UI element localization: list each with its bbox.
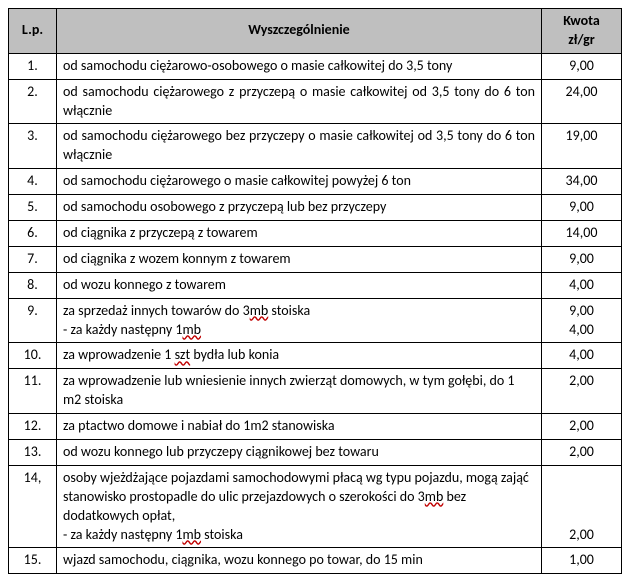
cell-lp: 7.	[9, 246, 57, 272]
cell-desc: od samochodu ciężarowego o masie całkowi…	[57, 169, 542, 195]
cell-amount: 2,00	[542, 440, 622, 466]
desc-text: bydła lub konia	[190, 346, 279, 363]
header-amount-l1: Kwota	[548, 12, 615, 31]
cell-lp: 1.	[9, 53, 57, 79]
desc-text: - za każdy następny 1	[63, 526, 182, 543]
table-row: 12. za ptactwo domowe i nabiał do 1m2 st…	[9, 414, 622, 440]
table-row: 14, osoby wjeżdżające pojazdami samochod…	[9, 465, 622, 548]
cell-amount: 4,00	[542, 272, 622, 298]
table-row: 8. od wozu konnego z towarem 4,00	[9, 272, 622, 298]
cell-amount: 14,00	[542, 221, 622, 247]
cell-desc: za sprzedaż innych towarów do 3mb stoisk…	[57, 298, 542, 343]
cell-amount: 2,00	[542, 465, 622, 548]
spellcheck-word: mb	[250, 302, 269, 319]
cell-amount: 2,00	[542, 414, 622, 440]
cell-lp: 14,	[9, 465, 57, 548]
cell-desc: za ptactwo domowe i nabiał do 1m2 stanow…	[57, 414, 542, 440]
cell-desc: od samochodu ciężarowego bez przyczepy o…	[57, 124, 542, 169]
cell-lp: 8.	[9, 272, 57, 298]
spellcheck-word: mb	[425, 488, 444, 505]
cell-lp: 3.	[9, 124, 57, 169]
cell-amount: 9,00	[542, 246, 622, 272]
cell-desc: od samochodu osobowego z przyczepą lub b…	[57, 195, 542, 221]
cell-amount: 4,00	[542, 343, 622, 369]
header-amount: Kwota zł/gr	[542, 9, 622, 54]
cell-lp: 6.	[9, 221, 57, 247]
table-row: 6. od ciągnika z przyczepą z towarem 14,…	[9, 221, 622, 247]
header-lp: L.p.	[9, 9, 57, 54]
cell-desc: od samochodu ciężarowo-osobowego o masie…	[57, 53, 542, 79]
header-row: L.p. Wyszczególnienie Kwota zł/gr	[9, 9, 622, 54]
desc-text: stoiska	[268, 302, 310, 319]
cell-desc: za wprowadzenie lub wniesienie innych zw…	[57, 369, 542, 414]
table-row: 10. za wprowadzenie 1 szt bydła lub koni…	[9, 343, 622, 369]
cell-desc: od ciągnika z wozem konnym z towarem	[57, 246, 542, 272]
cell-lp: 9.	[9, 298, 57, 343]
cell-amount: 2,00	[542, 369, 622, 414]
table-row: 9. za sprzedaż innych towarów do 3mb sto…	[9, 298, 622, 343]
table-row: 11. za wprowadzenie lub wniesienie innyc…	[9, 369, 622, 414]
cell-lp: 12.	[9, 414, 57, 440]
cell-lp: 10.	[9, 343, 57, 369]
table-row: 7. od ciągnika z wozem konnym z towarem …	[9, 246, 622, 272]
cell-amount: 9,00 4,00	[542, 298, 622, 343]
cell-desc: od wozu konnego lub przyczepy ciągnikowe…	[57, 440, 542, 466]
cell-desc: od wozu konnego z towarem	[57, 272, 542, 298]
fee-table: L.p. Wyszczególnienie Kwota zł/gr 1. od …	[8, 8, 622, 574]
cell-amount: 19,00	[542, 124, 622, 169]
desc-text: za sprzedaż innych towarów do 3	[63, 302, 250, 319]
table-row: 1. od samochodu ciężarowo-osobowego o ma…	[9, 53, 622, 79]
cell-lp: 4.	[9, 169, 57, 195]
table-row: 4. od samochodu ciężarowego o masie całk…	[9, 169, 622, 195]
cell-amount: 9,00	[542, 195, 622, 221]
cell-lp: 15.	[9, 548, 57, 574]
cell-desc: od ciągnika z przyczepą z towarem	[57, 221, 542, 247]
amount-line: 4,00	[548, 321, 615, 340]
table-row: 13. od wozu konnego lub przyczepy ciągni…	[9, 440, 622, 466]
cell-desc: wjazd samochodu, ciągnika, wozu konnego …	[57, 548, 542, 574]
header-amount-l2: zł/gr	[548, 31, 615, 50]
table-row: 15. wjazd samochodu, ciągnika, wozu konn…	[9, 548, 622, 574]
cell-lp: 2.	[9, 79, 57, 124]
cell-amount: 34,00	[542, 169, 622, 195]
amount-line: 9,00	[548, 302, 615, 321]
cell-lp: 5.	[9, 195, 57, 221]
cell-amount: 1,00	[542, 548, 622, 574]
table-row: 3. od samochodu ciężarowego bez przyczep…	[9, 124, 622, 169]
header-desc: Wyszczególnienie	[57, 9, 542, 54]
desc-text: - za każdy następny 1	[63, 321, 182, 338]
desc-text: stoiska	[201, 526, 243, 543]
desc-text: za wprowadzenie 1	[63, 346, 175, 363]
cell-amount: 24,00	[542, 79, 622, 124]
spellcheck-word: mb	[182, 321, 201, 338]
cell-desc: osoby wjeżdżające pojazdami samochodowym…	[57, 465, 542, 548]
spellcheck-word: mb	[182, 526, 201, 543]
cell-amount: 9,00	[542, 53, 622, 79]
table-row: 5. od samochodu osobowego z przyczepą lu…	[9, 195, 622, 221]
spellcheck-word: szt	[175, 346, 191, 363]
cell-lp: 13.	[9, 440, 57, 466]
table-row: 2. od samochodu ciężarowego z przyczepą …	[9, 79, 622, 124]
cell-desc: za wprowadzenie 1 szt bydła lub konia	[57, 343, 542, 369]
cell-lp: 11.	[9, 369, 57, 414]
cell-desc: od samochodu ciężarowego z przyczepą o m…	[57, 79, 542, 124]
